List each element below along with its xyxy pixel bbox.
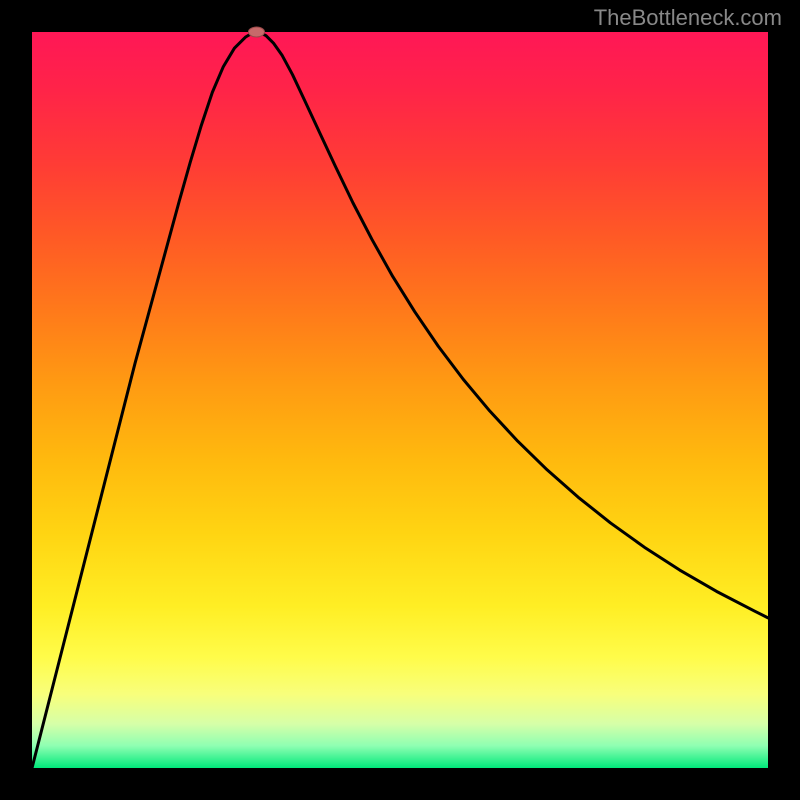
chart-container: TheBottleneck.com (0, 0, 800, 800)
minimum-marker (248, 27, 264, 37)
source-watermark: TheBottleneck.com (594, 5, 782, 31)
plot-background (32, 32, 768, 768)
bottleneck-chart (0, 0, 800, 800)
